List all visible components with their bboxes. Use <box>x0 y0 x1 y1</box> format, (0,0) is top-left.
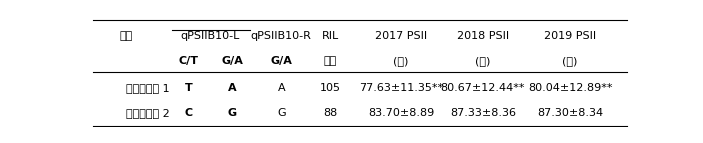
Text: G/A: G/A <box>221 56 243 66</box>
Text: 105: 105 <box>320 83 341 93</box>
Text: (％): (％) <box>394 56 409 66</box>
Text: 87.30±8.34: 87.30±8.34 <box>537 108 603 118</box>
Text: 87.33±8.36: 87.33±8.36 <box>450 108 516 118</box>
Text: 88: 88 <box>323 108 337 118</box>
Text: qPSIIB10-R: qPSIIB10-R <box>251 31 311 41</box>
Text: RIL: RIL <box>322 31 339 41</box>
Text: C: C <box>185 108 193 118</box>
Text: 80.67±12.44**: 80.67±12.44** <box>441 83 525 93</box>
Text: qPSIIB10-L: qPSIIB10-L <box>181 31 240 41</box>
Text: (％): (％) <box>562 56 578 66</box>
Text: C/T: C/T <box>179 56 199 66</box>
Text: 基因型分类 2: 基因型分类 2 <box>126 108 169 118</box>
Text: 基因型分类 1: 基因型分类 1 <box>126 83 169 93</box>
Text: G/A: G/A <box>271 56 292 66</box>
Text: T: T <box>185 83 193 93</box>
Text: G: G <box>277 108 285 118</box>
Text: G: G <box>228 108 237 118</box>
Text: 80.04±12.89**: 80.04±12.89** <box>528 83 612 93</box>
Text: 个数: 个数 <box>323 56 337 66</box>
Text: 2017 PSII: 2017 PSII <box>375 31 427 41</box>
Text: 标记: 标记 <box>120 31 133 41</box>
Text: A: A <box>278 83 285 93</box>
Text: 2019 PSII: 2019 PSII <box>544 31 596 41</box>
Text: (％): (％) <box>475 56 491 66</box>
Text: 83.70±8.89: 83.70±8.89 <box>368 108 434 118</box>
Text: 77.63±11.35**: 77.63±11.35** <box>359 83 443 93</box>
Text: 2018 PSII: 2018 PSII <box>457 31 509 41</box>
Text: A: A <box>228 83 237 93</box>
